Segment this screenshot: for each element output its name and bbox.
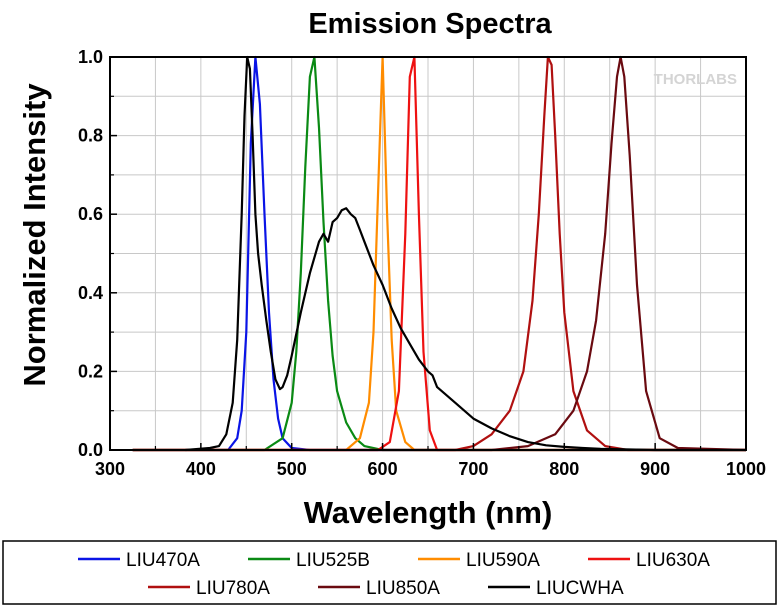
- y-tick-label: 0.2: [78, 361, 103, 381]
- legend-label-liucwha: LIUCWHA: [536, 578, 624, 599]
- y-tick-label: 1.0: [78, 47, 103, 67]
- series-line-liu630a: [132, 55, 746, 452]
- x-tick-label: 500: [277, 459, 307, 479]
- legend-label-liu630a: LIU630A: [636, 550, 710, 571]
- thorlabs-watermark: THORLABS: [654, 71, 737, 88]
- y-tick-label: 0.4: [78, 283, 103, 303]
- x-tick-label: 600: [368, 459, 398, 479]
- series-line-liucwha: [185, 55, 746, 452]
- y-tick-label: 0.8: [78, 126, 103, 146]
- legend-label-liu525b: LIU525B: [296, 550, 370, 571]
- y-tick-label: 0.0: [78, 440, 103, 460]
- legend-label-liu780a: LIU780A: [196, 578, 270, 599]
- x-tick-label: 900: [640, 459, 670, 479]
- series-line-liu470a: [132, 55, 746, 452]
- legend-label-liu590a: LIU590A: [466, 550, 540, 571]
- x-tick-label: 700: [458, 459, 488, 479]
- series-line-liu525b: [132, 55, 746, 452]
- axis-ticks: 300 400 500 600 700 800 900 1000 0.0 0.2 0.4 0.6 0.8…: [78, 47, 766, 479]
- y-tick-label: 0.6: [78, 204, 103, 224]
- chart-title: Emission Spectra: [308, 8, 552, 40]
- x-tick-label: 800: [549, 459, 579, 479]
- legend: LIU470A LIU525B LIU590A LIU630A LIU780A LIU85…: [2, 540, 777, 605]
- series-line-liu850a: [132, 55, 747, 452]
- x-axis-title: Wavelength (nm): [304, 495, 553, 530]
- x-tick-label: 400: [186, 459, 216, 479]
- x-tick-label: 300: [95, 459, 125, 479]
- grid-lines: [110, 57, 746, 450]
- legend-label-liu470a: LIU470A: [126, 550, 200, 571]
- legend-label-liu850a: LIU850A: [366, 578, 440, 599]
- y-axis-title: Normalized Intensity: [17, 83, 52, 387]
- legend-box: [2, 540, 777, 605]
- x-tick-label: 1000: [726, 459, 766, 479]
